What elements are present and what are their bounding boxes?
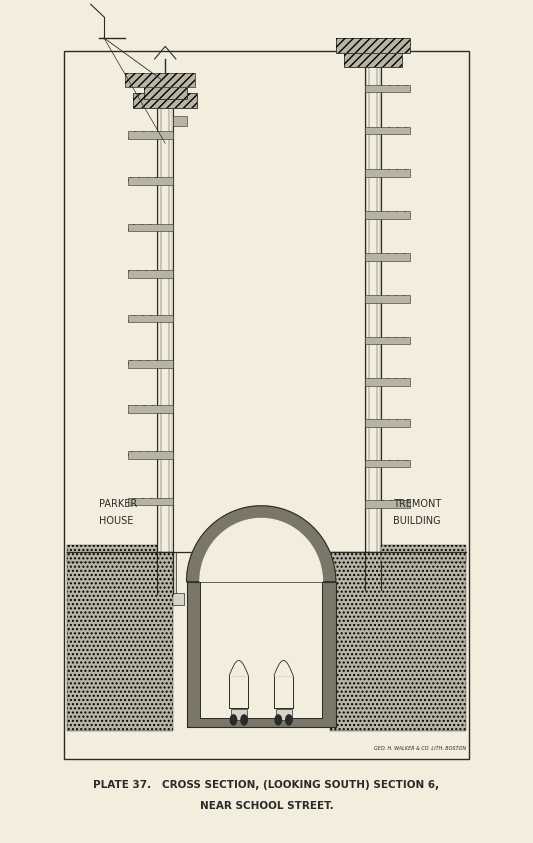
Bar	[67, 545, 157, 562]
Bar	[229, 676, 248, 708]
Text: WATER: WATER	[221, 569, 238, 574]
Bar	[173, 116, 187, 126]
Bar	[128, 314, 173, 322]
Bar	[187, 582, 336, 727]
Text: TREMONT: TREMONT	[393, 500, 442, 509]
Bar	[128, 177, 173, 185]
Bar	[365, 295, 410, 303]
Bar	[67, 552, 173, 731]
Bar	[365, 460, 410, 467]
Bar	[128, 452, 173, 459]
Text: PARKER: PARKER	[99, 500, 137, 509]
Bar	[144, 78, 187, 99]
Bar	[128, 132, 173, 139]
Bar	[364, 552, 383, 590]
Text: GEO. H. WALKER & CO. LITH. BOSTON: GEO. H. WALKER & CO. LITH. BOSTON	[374, 746, 466, 751]
Bar	[67, 545, 157, 562]
Bar	[133, 93, 197, 108]
Bar	[200, 582, 322, 718]
Bar	[128, 497, 173, 506]
Bar	[365, 254, 410, 261]
Bar	[365, 254, 410, 261]
Bar	[365, 501, 410, 507]
Bar	[144, 78, 187, 99]
Bar	[128, 223, 173, 231]
Bar	[365, 378, 410, 385]
Bar	[365, 337, 410, 344]
Bar	[128, 223, 173, 231]
Text: GAS: GAS	[274, 569, 285, 574]
Bar	[365, 169, 410, 177]
Bar	[147, 593, 184, 605]
Bar	[365, 211, 410, 218]
Bar	[128, 314, 173, 322]
Bar	[128, 405, 173, 412]
Bar	[365, 169, 410, 177]
Bar	[365, 295, 410, 303]
Bar	[128, 452, 173, 459]
Bar	[354, 588, 392, 601]
Polygon shape	[187, 506, 336, 582]
Bar	[336, 38, 410, 53]
Circle shape	[241, 715, 247, 725]
Text: HOUSE: HOUSE	[99, 517, 133, 526]
Bar	[276, 709, 292, 720]
Text: GAS: GAS	[192, 569, 203, 574]
Bar	[365, 127, 410, 134]
Bar	[133, 93, 197, 108]
Text: NEAR SCHOOL STREET.: NEAR SCHOOL STREET.	[200, 802, 333, 811]
Bar	[365, 127, 410, 134]
Bar	[128, 270, 173, 278]
Bar	[381, 545, 466, 562]
Bar	[365, 378, 410, 385]
Bar	[128, 270, 173, 278]
Bar	[346, 600, 400, 613]
Circle shape	[275, 715, 281, 725]
Bar	[128, 132, 173, 139]
Bar	[344, 49, 402, 67]
Bar	[128, 497, 173, 506]
Bar	[381, 545, 466, 562]
Bar	[333, 622, 413, 635]
Bar	[365, 460, 410, 467]
Bar	[365, 420, 410, 427]
Bar	[128, 361, 173, 368]
Circle shape	[230, 715, 237, 725]
Bar	[155, 552, 176, 594]
Text: BUILDING: BUILDING	[393, 517, 441, 526]
Text: PLATE 37.   CROSS SECTION, (LOOKING SOUTH) SECTION 6,: PLATE 37. CROSS SECTION, (LOOKING SOUTH)…	[93, 781, 440, 790]
Circle shape	[286, 715, 292, 725]
Bar	[340, 612, 407, 623]
Bar	[274, 676, 293, 708]
Bar	[365, 211, 410, 218]
Bar	[344, 49, 402, 67]
Bar	[128, 177, 173, 185]
Bar	[125, 73, 195, 87]
Bar	[64, 51, 469, 759]
Bar	[365, 501, 410, 507]
Bar	[367, 59, 379, 552]
Bar	[336, 38, 410, 53]
Bar	[157, 93, 173, 552]
Bar	[330, 552, 466, 731]
Polygon shape	[200, 518, 322, 582]
Bar	[365, 59, 381, 552]
Bar	[365, 85, 410, 93]
Bar	[330, 552, 466, 731]
Bar	[128, 405, 173, 412]
Bar	[231, 709, 247, 720]
Bar	[365, 85, 410, 93]
Bar	[159, 93, 171, 552]
Bar	[128, 361, 173, 368]
Bar	[365, 337, 410, 344]
Bar	[125, 73, 195, 87]
Bar	[67, 552, 173, 731]
Bar	[365, 420, 410, 427]
